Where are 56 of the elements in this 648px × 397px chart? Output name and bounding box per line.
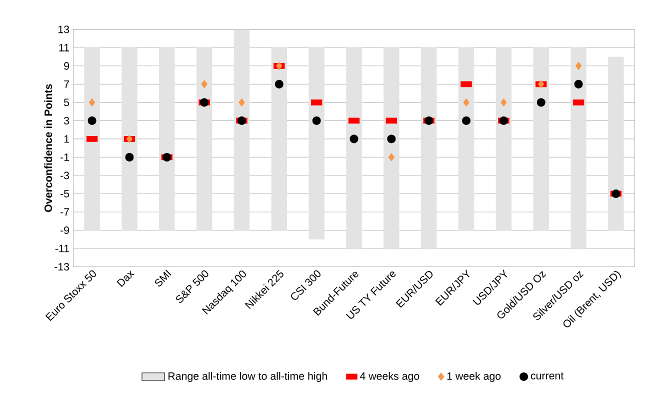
y-axis-title: Overconfidence in Points — [44, 84, 52, 212]
y-tick-label: -5 — [60, 190, 70, 198]
point — [536, 98, 546, 107]
y-tick-label: 9 — [64, 62, 69, 70]
bar — [84, 48, 100, 230]
bar — [570, 48, 586, 248]
point — [312, 116, 321, 125]
legend-label: 4 weeks ago — [360, 372, 420, 382]
y-tick-label: -13 — [54, 262, 70, 271]
point — [274, 80, 284, 88]
bar — [234, 29, 250, 230]
bar — [384, 48, 400, 248]
point — [125, 152, 134, 162]
point — [88, 98, 96, 106]
point — [574, 80, 583, 88]
bar — [122, 48, 138, 230]
point — [350, 134, 358, 144]
point — [201, 80, 208, 88]
bar — [346, 48, 362, 248]
legend-label: 1 week ago — [447, 372, 501, 382]
point — [500, 98, 507, 106]
bar — [496, 48, 512, 230]
point — [88, 116, 96, 125]
y-tick-label: -7 — [60, 208, 69, 216]
y-tick-label: 1 — [64, 135, 69, 143]
bar — [533, 48, 549, 230]
bar — [608, 56, 624, 230]
point — [238, 98, 245, 106]
point — [575, 62, 582, 70]
bar — [308, 48, 324, 240]
y-tick-label: 3 — [64, 116, 70, 124]
legend-label: Range all-time low to all-time high — [168, 372, 328, 382]
y-tick-label: 11 — [59, 44, 69, 52]
y-tick-label: -1 — [60, 154, 69, 161]
bar — [196, 48, 212, 230]
y-tick-label: -9 — [60, 226, 69, 234]
point — [463, 98, 470, 106]
point — [388, 153, 394, 162]
bar — [271, 48, 288, 230]
y-tick-label: 13 — [58, 26, 70, 34]
y-tick-label: -11 — [55, 244, 69, 252]
point — [462, 116, 471, 125]
bar — [159, 48, 175, 230]
x-tick-label: SMI — [154, 270, 172, 286]
bar — [458, 48, 474, 230]
legend-label: current — [530, 372, 564, 380]
point — [276, 62, 282, 70]
x-tick-label: S&P 500 — [176, 270, 208, 303]
y-tick-label: 7 — [64, 80, 69, 88]
point — [538, 80, 544, 88]
bar — [420, 48, 437, 248]
y-tick-label: -3 — [60, 172, 70, 180]
point — [126, 134, 133, 143]
x-tick-label: Dax — [116, 270, 135, 287]
point — [387, 134, 396, 144]
y-tick-label: 5 — [64, 98, 70, 106]
